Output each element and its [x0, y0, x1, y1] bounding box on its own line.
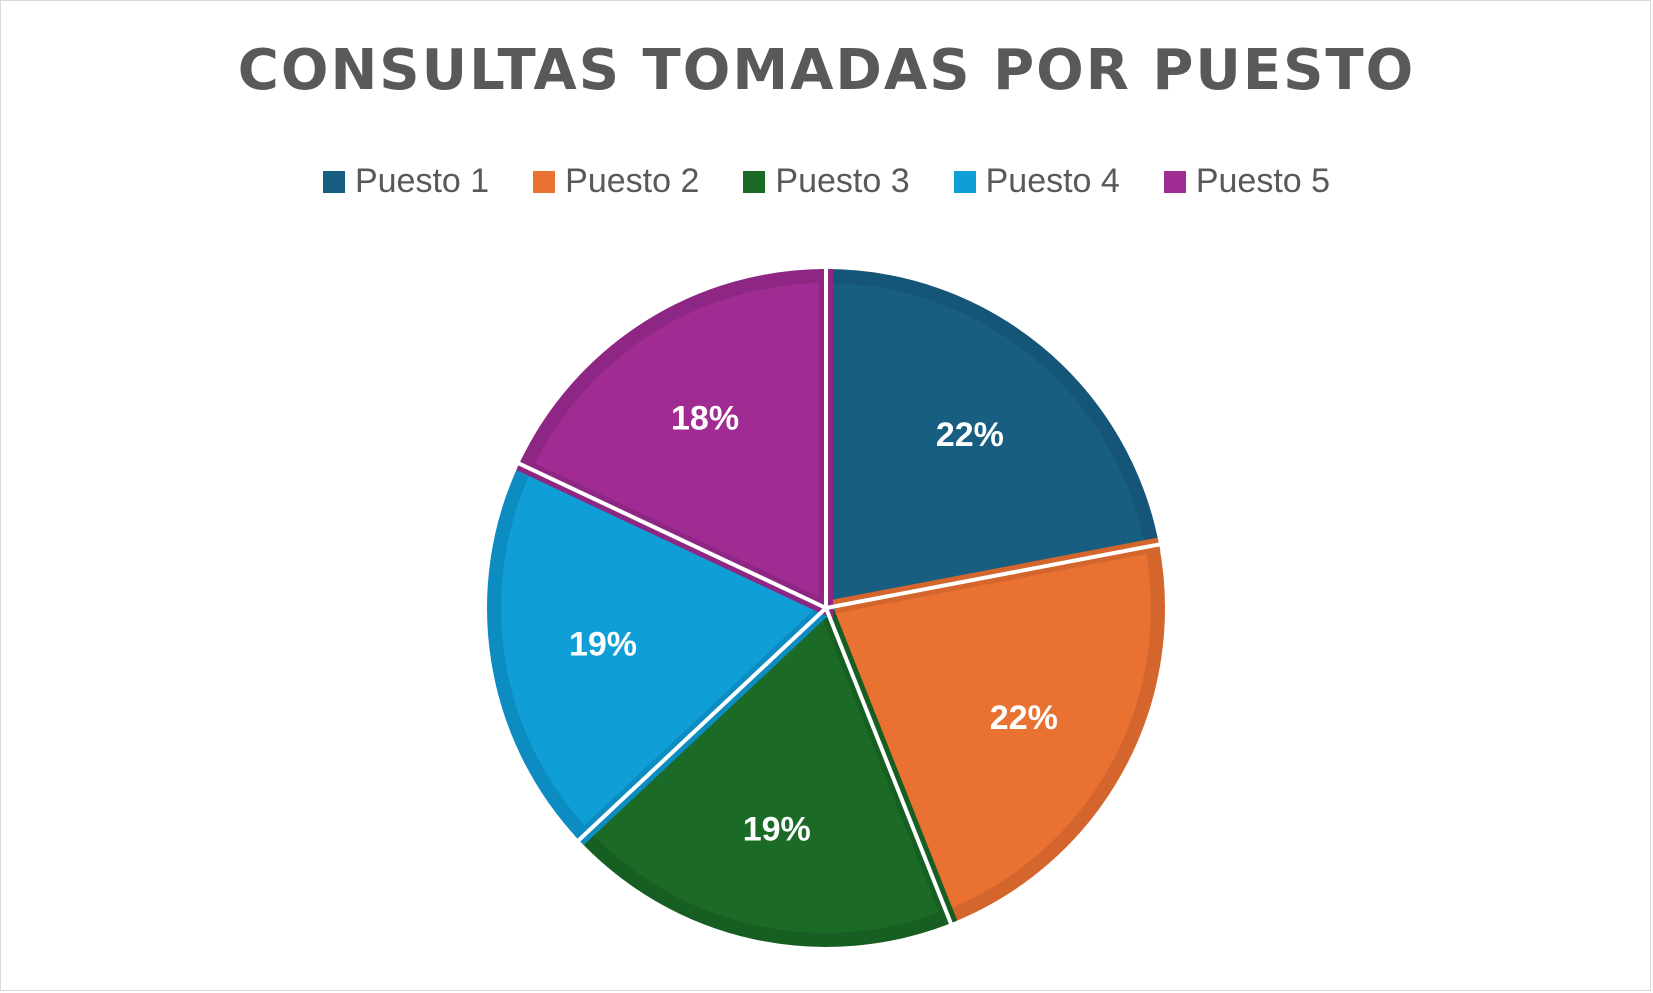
legend-item-puesto-4: Puesto 4: [953, 162, 1120, 201]
legend-item-puesto-3: Puesto 3: [743, 162, 910, 201]
chart-title: CONSULTAS TOMADAS POR PUESTO: [237, 38, 1416, 103]
legend-item-puesto-2: Puesto 2: [533, 162, 699, 201]
data-label-3: 19%: [743, 810, 811, 848]
slice-separator: [517, 461, 827, 610]
legend-label: Puesto 5: [1195, 162, 1331, 200]
legend-label: Puesto 1: [354, 162, 490, 200]
legend-label: Puesto 3: [775, 162, 910, 200]
legend-item-puesto-1: Puesto 1: [322, 162, 490, 201]
legend-swatch: [322, 170, 345, 193]
data-label-1: 22%: [936, 416, 1004, 454]
data-label-4: 19%: [569, 625, 637, 663]
legend-label: Puesto 2: [565, 162, 700, 200]
legend-label: Puesto 4: [985, 162, 1120, 200]
pie-slice-2: [816, 537, 1165, 926]
data-label-2: 22%: [990, 699, 1058, 737]
legend-item-puesto-5: Puesto 5: [1163, 162, 1331, 201]
slice-separator: [825, 542, 1161, 610]
legend-swatch: [953, 170, 976, 193]
data-label-5: 18%: [671, 399, 739, 437]
chart-legend: Puesto 1 Puesto 2 Puesto 3 Puesto 4 Pues…: [0, 162, 1653, 201]
legend-swatch: [533, 170, 556, 193]
slice-separator: [576, 606, 828, 843]
pie-slice-4: [487, 457, 839, 846]
legend-swatch: [743, 170, 766, 193]
slice-separator: [824, 607, 954, 925]
pie-slice-1: [819, 268, 1161, 617]
pie-slice-5: [516, 268, 833, 620]
legend-swatch: [1163, 170, 1186, 193]
